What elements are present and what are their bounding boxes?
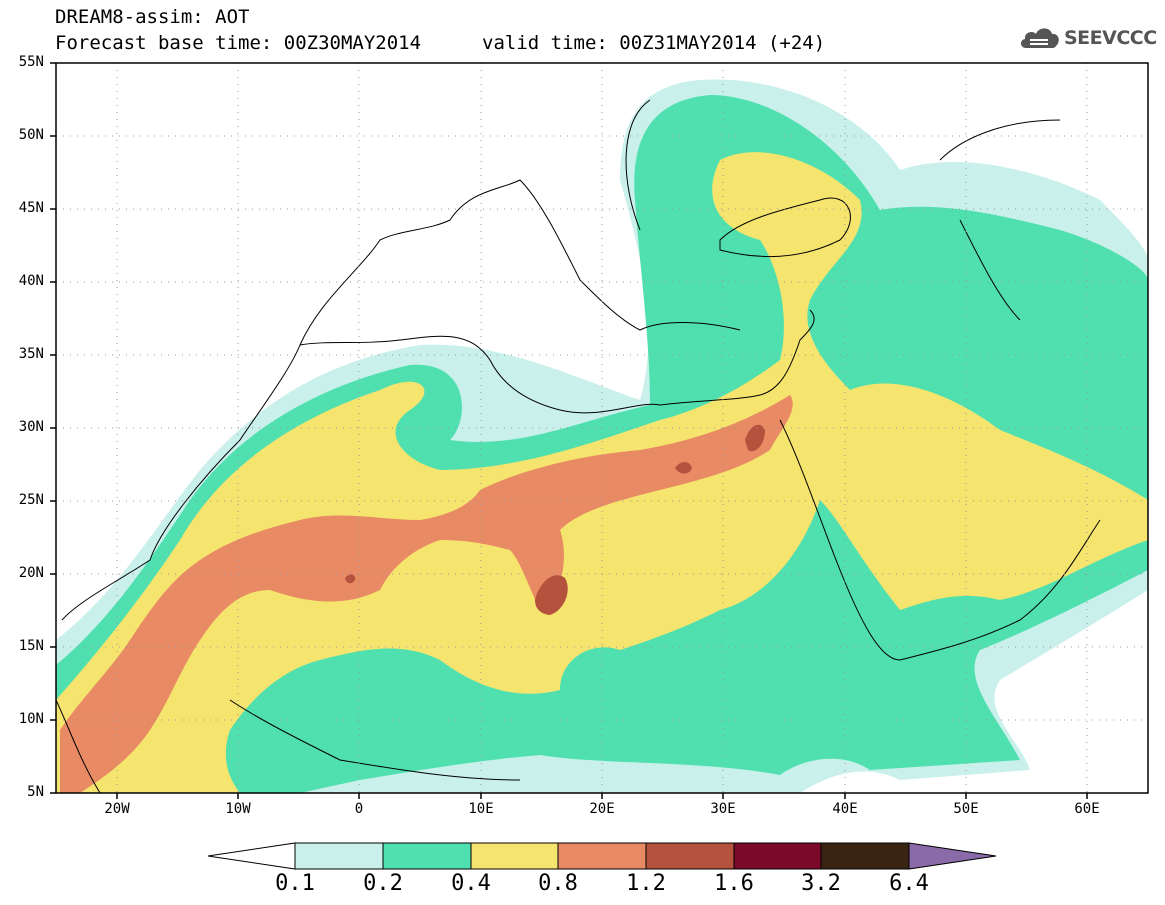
lon-label: 10W [225, 801, 251, 817]
seevccc-logo: SEEVCCC [1018, 22, 1157, 56]
lat-label: 40N [18, 273, 44, 289]
colorbar-label: 1.6 [714, 871, 754, 896]
colorbar-label: 3.2 [801, 871, 841, 896]
lat-label: 20N [18, 565, 44, 581]
lon-label: 20W [104, 801, 130, 817]
map-subtitle: Forecast base time: 00Z30MAY2014 valid ti… [55, 32, 825, 54]
cloud-icon [1020, 28, 1059, 48]
valid-time: valid time: 00Z31MAY2014 (+24) [482, 32, 826, 54]
forecast-base-time: Forecast base time: 00Z30MAY2014 [55, 32, 422, 54]
lon-label: 40E [832, 801, 858, 817]
colorbar-label: 0.8 [538, 871, 578, 896]
colorbar-segment-7 [820, 842, 910, 870]
lat-label: 35N [18, 346, 44, 362]
graticule [56, 63, 1148, 793]
lat-label: 10N [18, 711, 44, 727]
colorbar-label: 0.4 [451, 871, 491, 896]
axis-ticks [50, 62, 1088, 799]
map-title: DREAM8-assim: AOT [55, 6, 250, 28]
colorbar [207, 842, 997, 870]
aot-contour-1.2 [345, 424, 765, 615]
colorbar-segment-5 [645, 842, 735, 870]
lat-label: 25N [18, 492, 44, 508]
colorbar-label: 6.4 [889, 871, 929, 896]
aot-field [56, 79, 1148, 793]
lon-label: 0 [354, 801, 364, 817]
coastlines [56, 99, 1101, 793]
lon-label: 30E [710, 801, 736, 817]
lat-label: 15N [18, 638, 44, 654]
colorbar-label: 1.2 [626, 871, 666, 896]
colorbar-segment-1 [294, 842, 384, 870]
lat-label: 5N [27, 784, 44, 800]
aot-contour-0.8 [60, 395, 793, 793]
lon-label: 10E [468, 801, 494, 817]
lat-label: 45N [18, 200, 44, 216]
colorbar-segment-8 [908, 842, 997, 870]
lon-label: 20E [589, 801, 615, 817]
colorbar-segment-2 [382, 842, 472, 870]
colorbar-segment-3 [470, 842, 559, 870]
colorbar-segment-0 [207, 842, 296, 870]
lat-label: 50N [18, 127, 44, 143]
colorbar-label: 0.2 [363, 871, 403, 896]
lon-label: 60E [1074, 801, 1100, 817]
colorbar-label: 0.1 [275, 871, 315, 896]
lat-label: 55N [18, 54, 44, 70]
lat-label: 30N [18, 419, 44, 435]
colorbar-segment-4 [557, 842, 647, 870]
lon-label: 50E [953, 801, 979, 817]
logo-text: SEEVCCC [1064, 27, 1157, 49]
colorbar-segment-6 [733, 842, 822, 870]
